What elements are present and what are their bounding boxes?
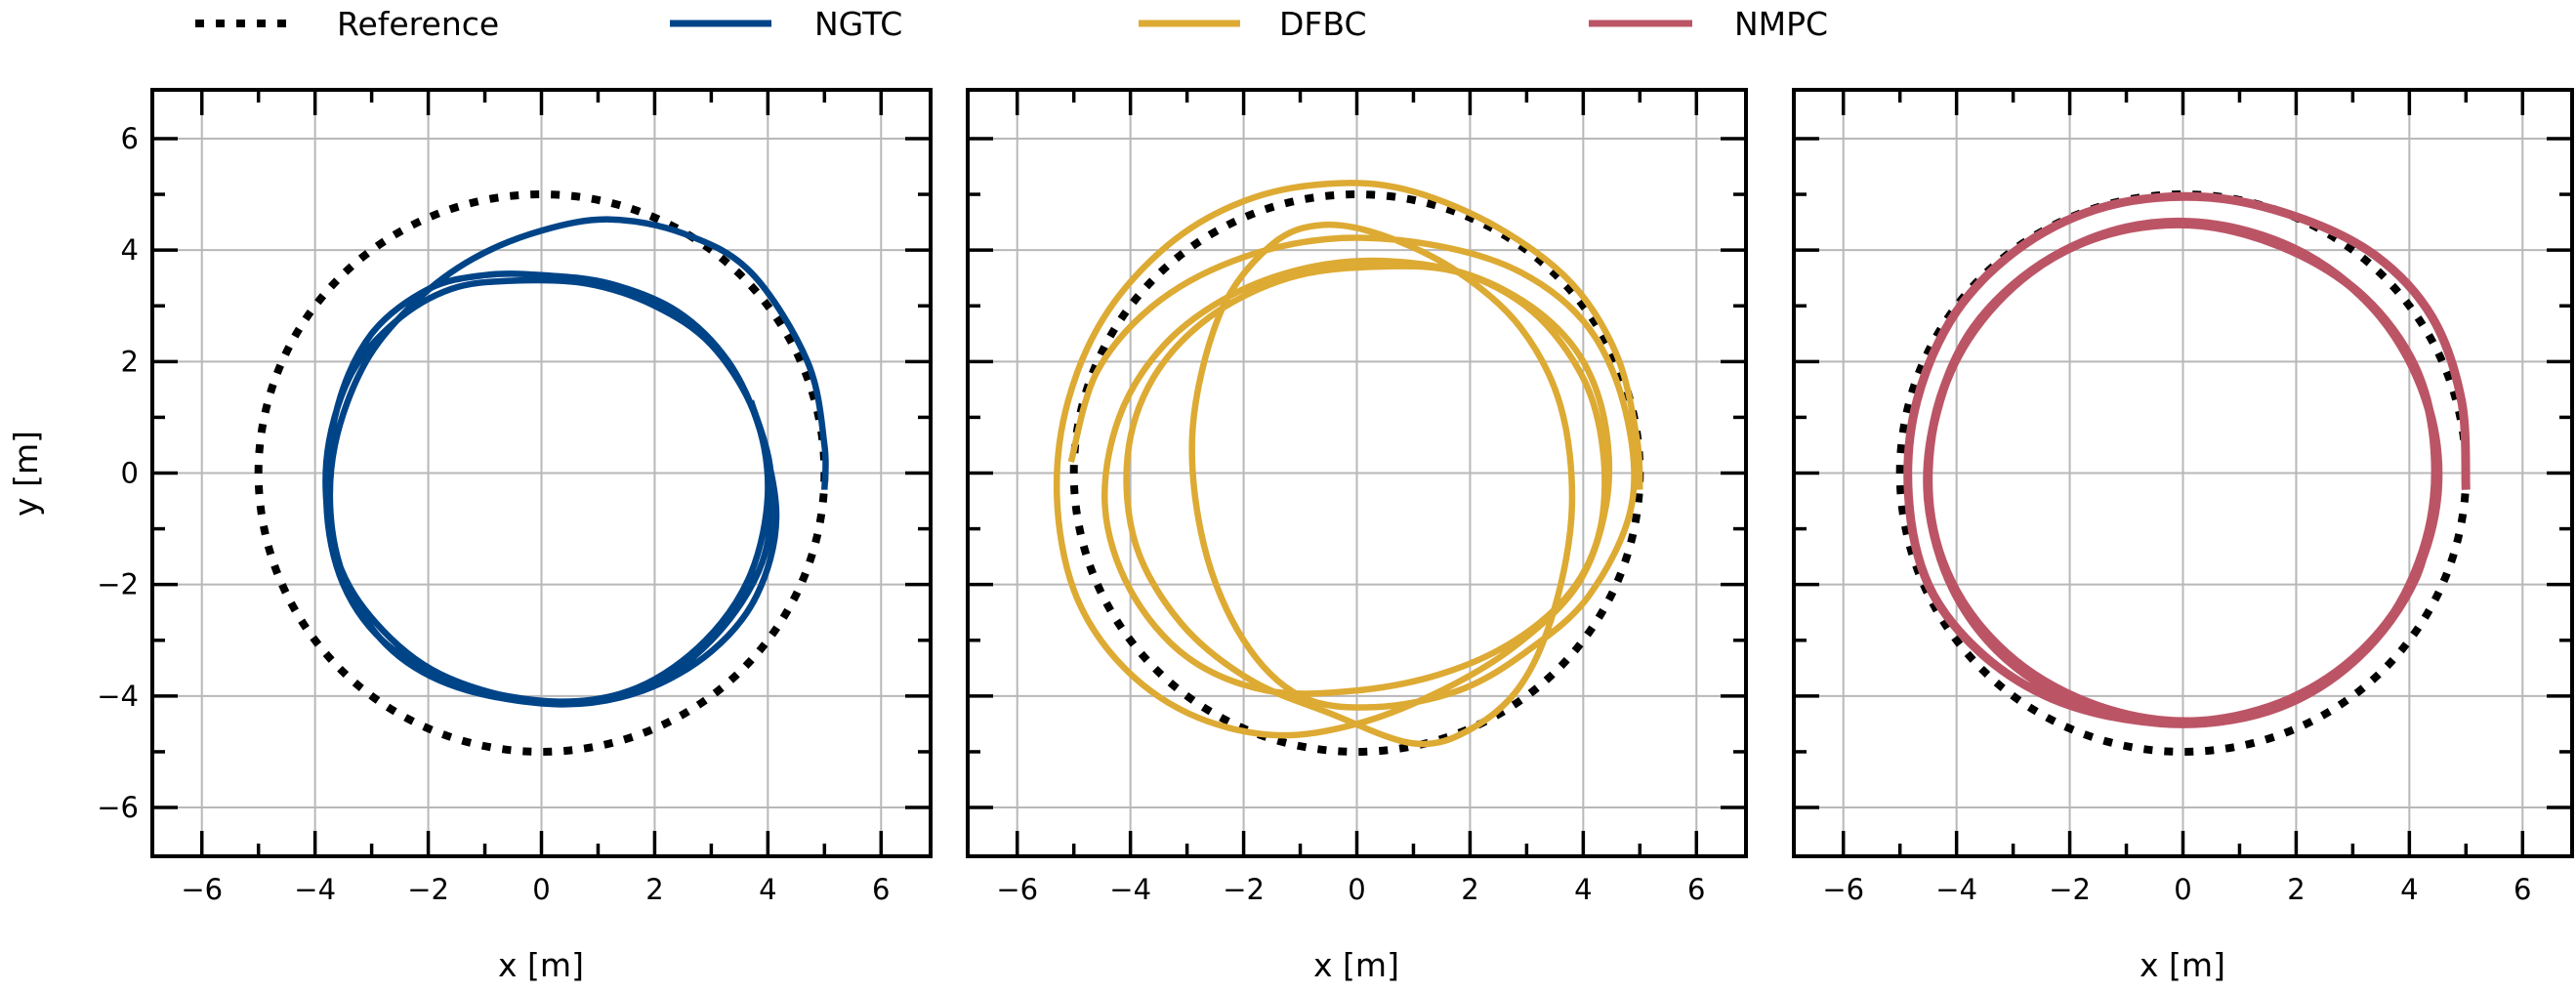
panel-dfbc: −6 −4 −2 0 2 4 6 xyxy=(966,88,1748,906)
panel-nmpc: −6 −4 −2 0 2 4 6 xyxy=(1792,88,2574,906)
x-tick-label: −2 xyxy=(1223,873,1265,906)
y-axis-label: y [m] xyxy=(7,431,45,517)
y-tick-label: −2 xyxy=(97,568,139,601)
x-tick-label: 2 xyxy=(645,873,663,906)
legend-label-nmpc: NMPC xyxy=(1734,5,1828,43)
x-tick-label: −4 xyxy=(1935,873,1977,906)
x-tick-label: −4 xyxy=(294,873,336,906)
x-tick-label: 6 xyxy=(1687,873,1705,906)
y-tick-label: 4 xyxy=(121,233,139,267)
x-tick-label: −4 xyxy=(1109,873,1151,906)
axes-frame xyxy=(150,88,933,858)
y-tick-label: 0 xyxy=(121,457,139,490)
x-tick-label: 0 xyxy=(2174,873,2191,906)
trajectory-dfbc xyxy=(1053,180,1643,748)
trajectory-nmpc xyxy=(1903,191,2471,728)
x-axis-label-nmpc: x [m] xyxy=(2140,946,2225,984)
x-tick-label: 6 xyxy=(872,873,890,906)
legend-label-reference: Reference xyxy=(337,5,499,43)
x-tick-label: −2 xyxy=(2049,873,2091,906)
x-tick-label: 0 xyxy=(1348,873,1365,906)
trajectory-ngtc xyxy=(322,216,829,708)
x-tick-label: 6 xyxy=(2514,873,2531,906)
x-tick-label: −6 xyxy=(181,873,223,906)
x-tick-label: 2 xyxy=(1461,873,1478,906)
x-tick-label: 4 xyxy=(2400,873,2418,906)
axes-frame xyxy=(1792,88,2574,858)
legend: Reference NGTC DFBC NMPC xyxy=(195,5,1828,43)
legend-label-dfbc: DFBC xyxy=(1279,5,1367,43)
y-tick-label: −6 xyxy=(97,791,139,824)
y-tick-label: 2 xyxy=(121,345,139,378)
x-axis-label-ngtc: x [m] xyxy=(498,946,584,984)
x-tick-label: 0 xyxy=(532,873,550,906)
x-tick-label: −6 xyxy=(996,873,1038,906)
x-tick-label: 2 xyxy=(2287,873,2305,906)
y-tick-label: −4 xyxy=(97,680,139,713)
x-tick-label: 4 xyxy=(759,873,776,906)
x-axis-label-dfbc: x [m] xyxy=(1313,946,1399,984)
x-tick-label: −6 xyxy=(1822,873,1864,906)
axes-frame xyxy=(966,88,1748,858)
x-tick-label: 4 xyxy=(1574,873,1592,906)
x-tick-label: −2 xyxy=(407,873,449,906)
legend-label-ngtc: NGTC xyxy=(814,5,902,43)
y-tick-label: 6 xyxy=(121,122,139,155)
panel-ngtc: −6 −4 −2 0 2 4 6 −6 −4 −2 0 2 4 6 xyxy=(97,88,933,906)
